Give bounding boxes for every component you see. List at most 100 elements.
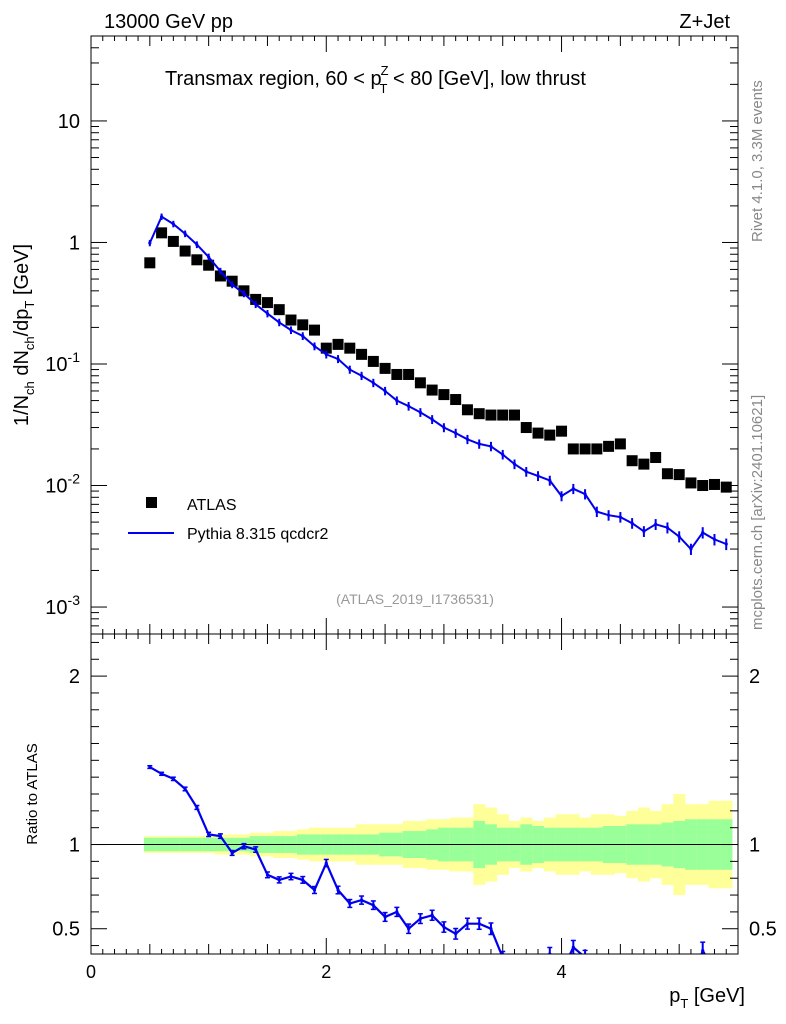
ratio-data-point <box>595 978 598 981</box>
pythia-data-point <box>548 478 552 483</box>
atlas-data-point <box>567 443 579 455</box>
ratio-data-point <box>407 927 411 931</box>
ratio-data-point <box>430 913 434 917</box>
pythia-data-point <box>207 255 211 259</box>
atlas-data-point <box>144 257 156 269</box>
pythia-data-point <box>336 357 340 361</box>
ratio-data-point <box>571 945 575 949</box>
ratio-y-axis-label: Ratio to ATLAS <box>24 743 41 844</box>
pythia-data-point <box>265 311 270 316</box>
y-tick-label: 1 <box>69 232 80 254</box>
atlas-data-point <box>156 227 168 239</box>
ratio-data-point <box>489 927 493 931</box>
mcplots-source-label: mcplots.cern.ch [arXiv:2401.10621] <box>749 395 766 630</box>
atlas-data-point <box>167 235 179 247</box>
atlas-data-point <box>661 468 673 480</box>
pythia-data-point <box>583 492 587 496</box>
ratio-data-point <box>501 956 504 959</box>
pythia-data-point <box>607 513 611 517</box>
atlas-data-point <box>473 408 485 420</box>
ratio-axes: 0 2 4 0.5 0.5 1 1 2 2 <box>52 641 777 982</box>
ratio-y-tick-label: 2 <box>69 666 80 688</box>
pythia-data-point <box>477 442 481 446</box>
pythia-data-point <box>642 529 646 533</box>
ratio-data-point <box>183 787 187 791</box>
pythia-data-point <box>254 302 258 306</box>
pythia-data-point <box>183 232 187 236</box>
ratio-data-point <box>242 844 246 848</box>
pythia-data-point <box>465 437 470 441</box>
pythia-data-point <box>324 352 328 356</box>
atlas-data-point <box>320 342 332 354</box>
ratio-data-point <box>513 978 516 981</box>
ratio-data-point <box>395 910 399 914</box>
ratio-data-point <box>701 949 705 953</box>
pythia-data-point <box>301 334 305 338</box>
pythia-data-point <box>665 526 670 530</box>
ratio-data-point <box>631 969 634 972</box>
atlas-data-point <box>556 425 568 437</box>
atlas-data-point <box>497 409 509 421</box>
atlas-data-point <box>203 259 215 271</box>
pythia-data-point <box>536 474 540 478</box>
ratio-data-point <box>619 978 622 981</box>
ratio-y-tick-label-right: 2 <box>749 666 760 688</box>
x-tick-label: 0 <box>86 962 96 982</box>
ratio-data-point <box>654 978 657 981</box>
atlas-data-point <box>591 443 603 455</box>
pythia-data-point <box>595 510 599 514</box>
atlas-data-point <box>414 377 426 389</box>
ratio-data-point <box>218 834 222 838</box>
atlas-data-point <box>450 394 462 406</box>
ratio-data-point <box>678 978 681 981</box>
pythia-data-point <box>630 521 634 525</box>
x-tick-label: 4 <box>557 962 567 982</box>
y-tick-label: 10-2 <box>45 471 80 498</box>
ratio-data-layer <box>147 764 716 989</box>
atlas-data-point <box>485 409 497 421</box>
analysis-label: (ATLAS_2019_I1736531) <box>336 591 494 607</box>
ratio-data-point <box>230 851 234 855</box>
atlas-data-point <box>391 368 403 380</box>
main-y-axis-label: 1/Nch dNch/dpT [GeV] <box>11 244 37 426</box>
pythia-data-point <box>618 515 622 519</box>
ratio-data-point <box>148 765 152 769</box>
atlas-data-point <box>273 304 285 316</box>
rivet-version-label: Rivet 4.1.0, 3.3M events <box>749 80 766 242</box>
atlas-data-point <box>720 481 732 493</box>
atlas-data-point <box>285 314 297 326</box>
ratio-data-point <box>301 878 305 882</box>
pythia-data-point <box>218 269 222 273</box>
atlas-data-point <box>214 270 226 282</box>
ratio-y-tick-label-right: 1 <box>749 835 760 857</box>
atlas-data-point <box>673 469 685 481</box>
ratio-data-point <box>312 888 317 892</box>
atlas-data-point <box>650 452 662 464</box>
pythia-data-point <box>383 389 387 393</box>
pythia-data-point <box>312 344 317 348</box>
atlas-data-point <box>309 324 321 336</box>
ratio-uncertainty-bands <box>91 794 738 896</box>
ratio-data-point <box>607 986 610 989</box>
atlas-data-point <box>344 342 356 354</box>
legend-pythia-label: Pythia 8.315 qcdcr2 <box>187 526 329 543</box>
ratio-data-point <box>583 956 586 959</box>
ratio-data-point <box>195 805 199 810</box>
legend-atlas-label: ATLAS <box>187 497 237 514</box>
pythia-data-point <box>289 328 293 332</box>
atlas-data-point <box>508 409 520 421</box>
pythia-data-point <box>159 215 164 219</box>
atlas-data-point <box>250 293 262 305</box>
ratio-y-tick-label: 1 <box>69 835 80 857</box>
y-tick-label: 10 <box>58 111 80 133</box>
pythia-data-point <box>171 222 175 226</box>
energy-label: 13000 GeV pp <box>104 11 233 33</box>
ratio-data-point <box>383 915 387 919</box>
ratio-data-point <box>713 969 716 972</box>
pythia-line <box>148 215 727 551</box>
ratio-data-point <box>336 888 340 892</box>
ratio-line <box>149 766 706 954</box>
atlas-data-point <box>191 254 203 266</box>
pythia-data-point <box>712 537 717 542</box>
